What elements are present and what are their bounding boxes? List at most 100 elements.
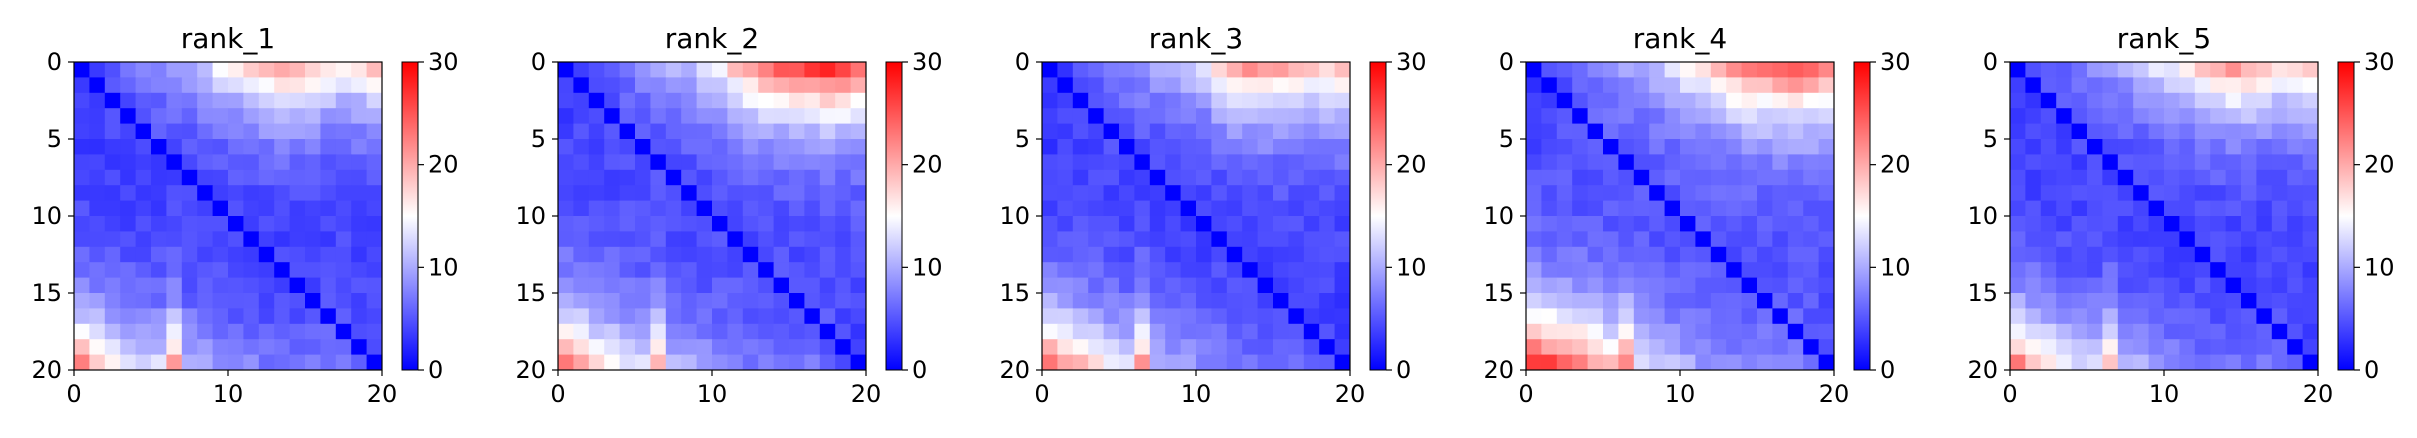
heatmap-cell: [1526, 354, 1542, 371]
heatmap-cell: [1042, 123, 1058, 140]
heatmap-cell: [166, 92, 183, 109]
heatmap-cell: [1757, 216, 1773, 232]
heatmap-cell: [320, 169, 337, 186]
heatmap-cell: [742, 200, 759, 217]
heatmap-cell: [819, 246, 836, 263]
heatmap-cell: [1633, 154, 1650, 171]
heatmap-cell: [1042, 246, 1058, 263]
heatmap-cell: [696, 77, 713, 94]
heatmap-cell: [351, 339, 367, 355]
heatmap-cell: [2148, 262, 2165, 278]
heatmap-cell: [1633, 108, 1650, 124]
heatmap-cell: [773, 262, 790, 278]
heatmap-cell: [2225, 154, 2242, 171]
heatmap-cell: [1242, 231, 1258, 248]
heatmap-cell: [2010, 293, 2026, 309]
heatmap-cell: [1119, 308, 1135, 325]
heatmap-cell: [2102, 354, 2119, 371]
colorbar-tick-label: 30: [428, 48, 459, 76]
heatmap-cell: [1211, 323, 1228, 340]
heatmap-cell: [850, 139, 867, 155]
heatmap-cell: [1226, 277, 1243, 294]
heatmap-cell: [635, 246, 651, 263]
heatmap-cell: [120, 139, 136, 155]
heatmap-cell: [1803, 123, 1819, 140]
heatmap-cell: [1303, 108, 1320, 124]
heatmap-cell: [89, 277, 106, 294]
heatmap-cell: [1649, 77, 1665, 94]
heatmap-cell: [1042, 92, 1058, 109]
heatmap-cell: [665, 92, 682, 109]
x-tick-label: 10: [213, 380, 244, 408]
heatmap-cell: [1242, 92, 1258, 109]
heatmap-cell: [1103, 92, 1120, 109]
heatmap-cell: [366, 231, 383, 248]
heatmap-cell: [1680, 77, 1696, 94]
heatmap-cell: [104, 185, 121, 201]
heatmap-cell: [181, 339, 198, 355]
heatmap-cell: [197, 216, 213, 232]
heatmap-cell: [665, 77, 682, 94]
heatmap-cell: [2087, 92, 2103, 109]
heatmap-cell: [135, 216, 152, 232]
heatmap-cell: [850, 154, 867, 171]
heatmap-cell: [1741, 108, 1758, 124]
heatmap-cell: [2241, 77, 2257, 94]
heatmap-cell: [2241, 308, 2257, 325]
heatmap-cell: [335, 62, 352, 78]
heatmap-cell: [1541, 77, 1558, 94]
heatmap-cell: [1726, 354, 1742, 371]
heatmap-cell: [74, 108, 90, 124]
heatmap-cell: [1757, 123, 1773, 140]
heatmap-cell: [1242, 169, 1258, 186]
heatmap-cell: [2194, 92, 2211, 109]
heatmap-cell: [258, 231, 275, 248]
heatmap-cell: [89, 216, 106, 232]
heatmap-cell: [742, 246, 759, 263]
heatmap-cell: [151, 323, 167, 340]
heatmap-cell: [1042, 185, 1058, 201]
heatmap-cell: [1695, 308, 1712, 325]
heatmap-cell: [1526, 293, 1542, 309]
heatmap-cell: [2071, 77, 2088, 94]
heatmap-cell: [228, 92, 244, 109]
heatmap-cell: [2287, 92, 2303, 109]
heatmap-cell: [2102, 123, 2119, 140]
heatmap-cell: [773, 323, 790, 340]
heatmap-cell: [2071, 185, 2088, 201]
heatmap-cell: [1633, 169, 1650, 186]
heatmap-cell: [2256, 169, 2273, 186]
heatmap-cell: [2225, 62, 2242, 78]
heatmap-cell: [835, 339, 851, 355]
heatmap-cell: [320, 308, 337, 325]
heatmap-cell: [665, 185, 682, 201]
heatmap-cell: [727, 308, 744, 325]
heatmap-cell: [1587, 339, 1604, 355]
heatmap-cell: [1211, 246, 1228, 263]
heatmap-cell: [1134, 169, 1151, 186]
heatmap-cell: [366, 308, 383, 325]
heatmap-cell: [2040, 154, 2057, 171]
heatmap-cell: [742, 323, 759, 340]
heatmap-cell: [1319, 277, 1335, 294]
heatmap-cell: [1057, 185, 1074, 201]
heatmap-cell: [1680, 123, 1696, 140]
heatmap-cell: [665, 354, 682, 371]
heatmap-cell: [243, 154, 260, 171]
heatmap-cell: [1633, 92, 1650, 109]
heatmap-cell: [2025, 185, 2042, 201]
heatmap-cell: [1649, 216, 1665, 232]
heatmap-cell: [1787, 231, 1804, 248]
heatmap-cell: [89, 231, 106, 248]
heatmap-cell: [2148, 216, 2165, 232]
heatmap-cell: [1242, 108, 1258, 124]
heatmap-cell: [727, 154, 744, 171]
heatmap-cell: [1541, 92, 1558, 109]
heatmap-cell: [166, 169, 183, 186]
heatmap-cell: [819, 139, 836, 155]
heatmap-cell: [1787, 77, 1804, 94]
heatmap-cell: [1257, 216, 1274, 232]
heatmap-cell: [2056, 77, 2072, 94]
heatmap-cell: [1211, 185, 1228, 201]
heatmap-cell: [2071, 293, 2088, 309]
